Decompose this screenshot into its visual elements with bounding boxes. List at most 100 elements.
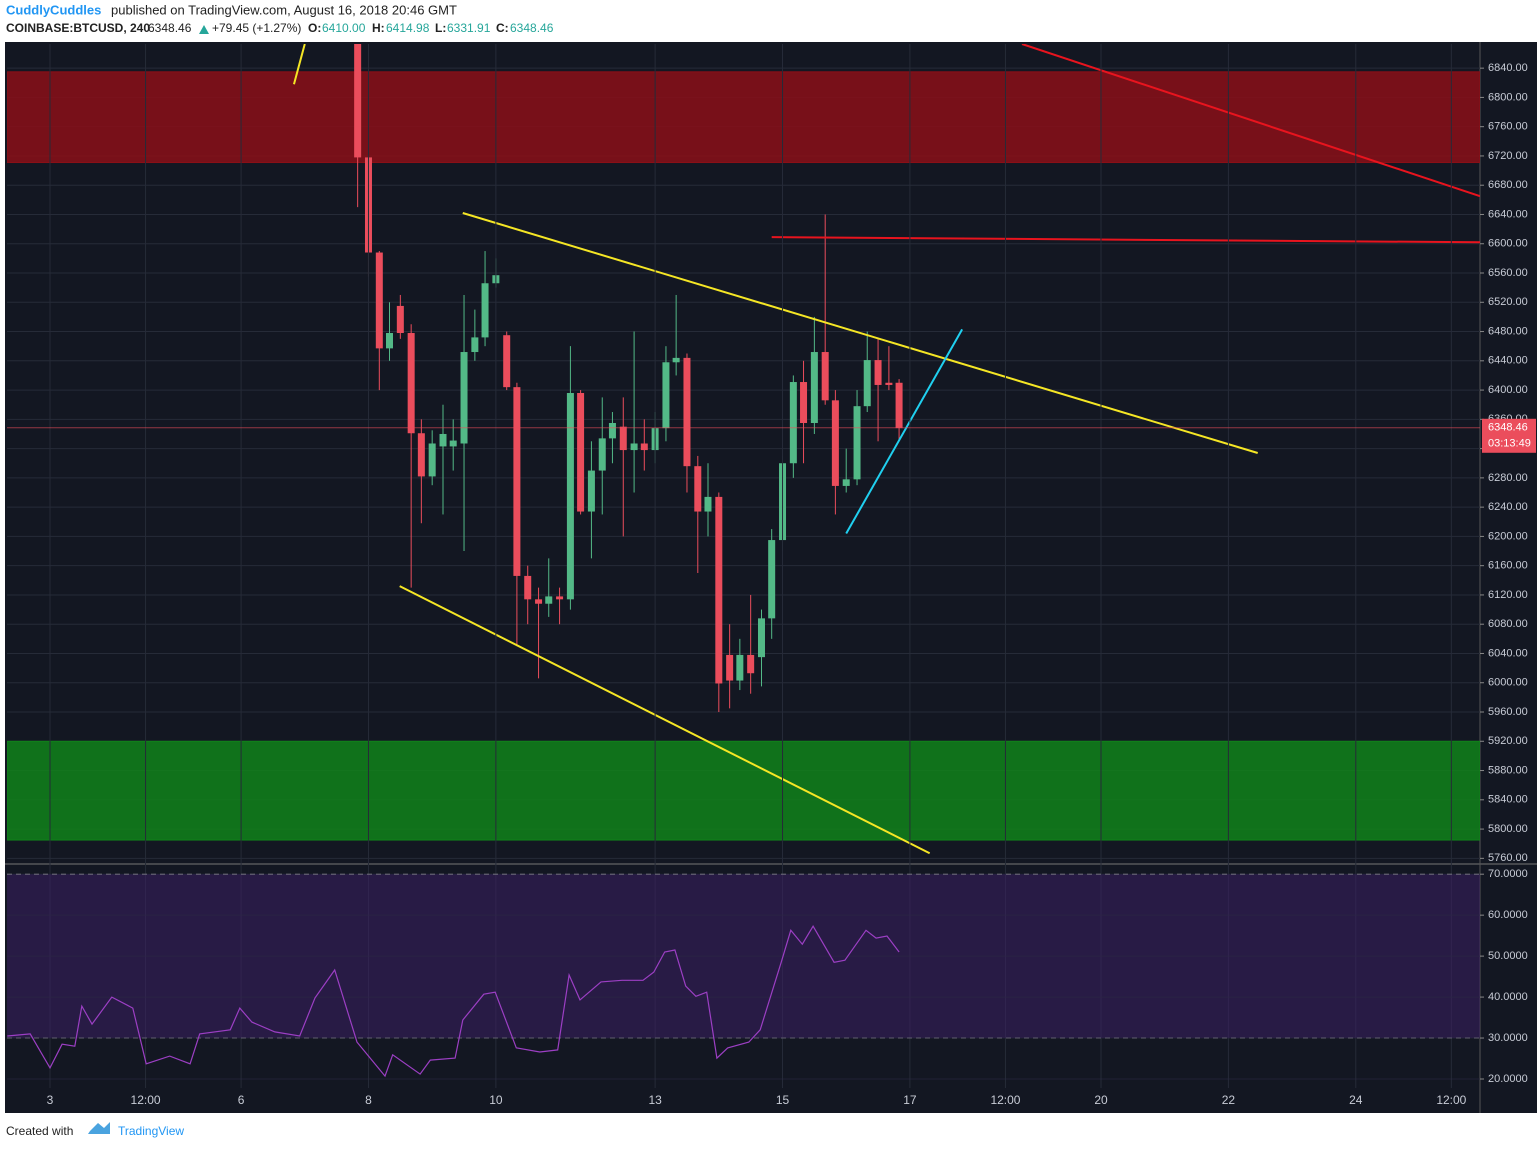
y-tick-label: 6000.00 bbox=[1488, 677, 1528, 689]
y-tick-label: 5960.00 bbox=[1488, 706, 1528, 718]
candle-body bbox=[577, 393, 585, 512]
y-tick-label: 5800.00 bbox=[1488, 823, 1528, 835]
candle-body bbox=[736, 654, 744, 681]
candle-body bbox=[598, 438, 606, 471]
rsi-tick-label: 20.0000 bbox=[1488, 1073, 1528, 1085]
candle-body bbox=[428, 443, 436, 477]
candle-body bbox=[853, 406, 861, 480]
candle-body bbox=[895, 382, 903, 429]
trend-line bbox=[771, 236, 1480, 244]
tv-logo bbox=[88, 1122, 110, 1134]
x-tick-label: 10 bbox=[489, 1093, 503, 1107]
trend-line bbox=[462, 212, 1258, 454]
candle-body bbox=[757, 618, 765, 658]
candle-body bbox=[608, 423, 616, 439]
rsi-tick-label: 60.0000 bbox=[1488, 909, 1528, 921]
trend-line bbox=[845, 328, 964, 534]
candle-body bbox=[460, 352, 468, 444]
change: +79.45 (+1.27%) bbox=[212, 21, 301, 35]
candle-body bbox=[672, 357, 680, 363]
trend-line bbox=[399, 585, 931, 855]
up-arrow bbox=[199, 25, 209, 34]
candle-body bbox=[694, 466, 702, 512]
x-tick-label: 20 bbox=[1094, 1093, 1108, 1107]
y-tick-label: 6520.00 bbox=[1488, 296, 1528, 308]
y-tick-label: 6640.00 bbox=[1488, 208, 1528, 220]
candle-body bbox=[524, 575, 532, 600]
candle-body bbox=[821, 352, 829, 401]
y-tick-label: 5840.00 bbox=[1488, 794, 1528, 806]
candle-body bbox=[800, 382, 808, 424]
rsi-line bbox=[7, 925, 900, 1078]
y-tick-label: 6760.00 bbox=[1488, 121, 1528, 133]
candle-body bbox=[513, 387, 521, 576]
candle-body bbox=[810, 352, 818, 424]
candle-body bbox=[449, 440, 457, 447]
last: 6348.46 bbox=[148, 21, 192, 35]
open: 6410.00 bbox=[322, 21, 366, 35]
candle-body bbox=[662, 362, 670, 429]
y-tick-label: 6440.00 bbox=[1488, 355, 1528, 367]
footer-brand[interactable]: TradingView bbox=[118, 1124, 184, 1138]
y-tick-label: 6480.00 bbox=[1488, 325, 1528, 337]
low-label: L: bbox=[435, 21, 446, 35]
candle-body bbox=[566, 393, 574, 600]
candle-body bbox=[683, 357, 691, 467]
candle-body bbox=[545, 596, 553, 604]
zone bbox=[7, 740, 1480, 841]
rsi-tick-label: 70.0000 bbox=[1488, 868, 1528, 880]
x-tick-label: 6 bbox=[238, 1093, 245, 1107]
candle-body bbox=[481, 283, 489, 338]
candle-body bbox=[619, 426, 627, 451]
last-price-label: 6348.46 bbox=[1488, 422, 1528, 434]
x-tick-label: 24 bbox=[1349, 1093, 1363, 1107]
candle-body bbox=[747, 654, 755, 674]
y-tick-label: 6400.00 bbox=[1488, 384, 1528, 396]
candle-body bbox=[640, 443, 648, 451]
close-label: C: bbox=[496, 21, 509, 35]
candle-body bbox=[768, 540, 776, 619]
candle-body bbox=[417, 433, 425, 477]
y-tick-label: 6200.00 bbox=[1488, 530, 1528, 542]
y-tick-label: 6120.00 bbox=[1488, 589, 1528, 601]
x-tick-label: 8 bbox=[365, 1093, 372, 1107]
trend-line bbox=[1021, 44, 1480, 198]
y-tick-label: 6080.00 bbox=[1488, 618, 1528, 630]
last-price-box bbox=[1482, 418, 1536, 453]
candle-body bbox=[874, 360, 882, 385]
zone bbox=[7, 71, 1480, 164]
candle-body bbox=[842, 479, 850, 486]
y-tick-label: 6560.00 bbox=[1488, 267, 1528, 279]
plot: 3 12:00 6 8 10 13 15 17 12:00 20 22 24 12:00 5760.00 5… bbox=[7, 44, 1536, 1107]
x-tick-label: 22 bbox=[1222, 1093, 1236, 1107]
y-tick-label: 6040.00 bbox=[1488, 647, 1528, 659]
author[interactable]: CuddlyCuddles bbox=[6, 2, 101, 17]
close: 6348.46 bbox=[510, 21, 554, 35]
rsi-tick-label: 50.0000 bbox=[1488, 950, 1528, 962]
candle-body bbox=[715, 496, 723, 684]
countdown: 03:13:49 bbox=[1488, 438, 1531, 450]
published: published on TradingView.com, August 16,… bbox=[111, 2, 457, 17]
candle-body bbox=[503, 335, 511, 388]
candle-body bbox=[375, 252, 383, 349]
y-tick-label: 6240.00 bbox=[1488, 501, 1528, 513]
y-tick-label: 5760.00 bbox=[1488, 852, 1528, 864]
footer-text: Created with bbox=[6, 1124, 73, 1138]
rsi-tick-label: 30.0000 bbox=[1488, 1032, 1528, 1044]
x-tick-label: 12:00 bbox=[990, 1093, 1020, 1107]
y-tick-label: 6160.00 bbox=[1488, 560, 1528, 572]
x-tick-label: 12:00 bbox=[1436, 1093, 1466, 1107]
candle-body bbox=[386, 333, 394, 349]
y-tick-label: 6720.00 bbox=[1488, 150, 1528, 162]
low: 6331.91 bbox=[447, 21, 491, 35]
candle-body bbox=[471, 337, 479, 353]
y-tick-label: 6840.00 bbox=[1488, 62, 1528, 74]
high: 6414.98 bbox=[386, 21, 430, 35]
candle-body bbox=[789, 382, 797, 464]
y-tick-label: 5880.00 bbox=[1488, 764, 1528, 776]
candle-body bbox=[726, 654, 734, 681]
candle-body bbox=[885, 382, 893, 385]
candle-body bbox=[556, 596, 564, 600]
